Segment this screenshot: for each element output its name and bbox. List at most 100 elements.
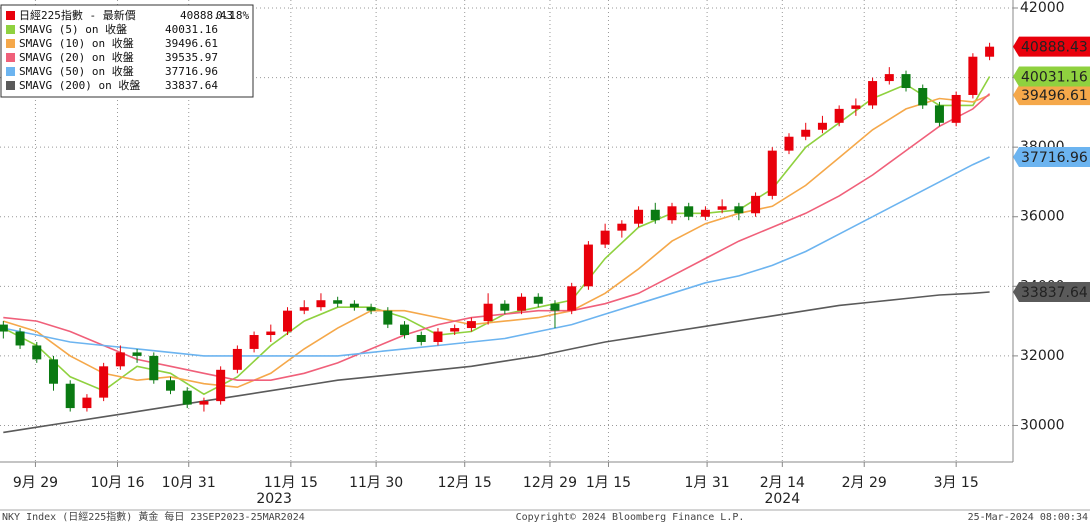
legend-swatch [6,81,15,90]
legend-label: SMAVG (20) on 收盤 [19,50,134,64]
year-label: 2023 [256,491,292,507]
legend-swatch [6,11,15,20]
candle-body [985,46,995,57]
candle-body [132,352,142,356]
x-tick-label: 3月 15 [934,475,979,491]
x-tick-label: 1月 15 [586,475,631,491]
candle-body [767,150,777,196]
candle-body [667,206,677,221]
candle-body [483,303,493,322]
legend-swatch [6,25,15,34]
value-tag [1013,281,1090,302]
candle-body [968,56,978,95]
candle-body [249,335,259,349]
candle-body [283,310,293,332]
candle-body [366,307,376,311]
candle-body [182,390,192,405]
legend-value: 33837.64 [165,79,218,92]
legend-swatch [6,53,15,62]
legend-change: 0.18% [216,9,249,22]
candle-body [0,324,8,332]
candle-body [500,303,510,311]
candle-body [634,209,644,224]
candle-body [65,383,75,409]
candle-body [349,303,359,308]
x-tick-label: 9月 29 [13,475,58,491]
candle-body [199,401,209,405]
candle-body [316,300,326,308]
legend-swatch [6,67,15,76]
legend-label: SMAVG (5) on 收盤 [19,22,127,36]
candle-body [216,369,226,402]
value-tags: 37716.96 33837.64 39496.61 40031.16 40888.43 [1013,36,1090,302]
value-tag [1013,147,1090,168]
candle-body [868,81,878,106]
y-tick-label: 30000 [1020,417,1065,433]
candle-body [734,206,744,214]
candle-body [166,380,176,391]
candle-body [684,206,694,217]
candle-body [99,366,109,398]
candle-body [433,331,443,342]
legend-value: 39535.97 [165,51,218,64]
candle-body [650,209,660,221]
x-tick-label: 12月 15 [438,475,492,491]
candle-body [466,321,476,329]
candle-body [901,74,911,89]
year-label: 2024 [764,491,800,507]
candle-body [801,129,811,137]
legend-value: 40888.43 [180,9,233,22]
candle-body [383,310,393,325]
candle-body [400,324,410,336]
candle-body [82,397,92,409]
value-tag-label: 37716.96 [1021,150,1088,166]
candle-body [784,136,794,151]
value-tag [1013,66,1090,87]
legend-box [0,4,254,98]
x-tick-label: 10月 31 [162,475,216,491]
value-tag [1013,85,1090,106]
legend-title: 日經225指數 - 最新價 [19,8,136,22]
x-tick-label: 1月 31 [685,475,730,491]
legend-value: 39496.61 [165,37,218,50]
x-tick-label: 11月 15 [264,475,318,491]
candle-body [617,223,627,231]
candle-body [583,244,593,287]
candle-body [751,195,761,214]
candle-body [299,307,309,311]
footer-left: NKY Index (日經225指數) 黃金 每日 23SEP2023-25MA… [2,510,305,523]
candle-body [700,209,710,217]
candle-body [884,74,894,82]
candle-body [450,328,460,332]
candles [0,42,995,412]
y-tick-label: 32000 [1020,348,1065,364]
candle-body [567,286,577,311]
value-tag-label: 40888.43 [1021,40,1088,56]
ma-line [3,156,990,357]
legend: 日經225指數 - 最新價 40888.430.18% SMAVG (5) on 收… [0,4,254,98]
candle-body [149,355,159,381]
candle-body [834,108,844,123]
value-tag-label: 40031.16 [1021,69,1088,85]
value-tag-label: 39496.61 [1021,88,1088,104]
candle-body [517,296,527,311]
legend-value: 40031.16 [165,23,218,36]
legend-swatch [6,39,15,48]
candle-body [550,303,560,311]
y-tick-label: 42000 [1020,0,1065,16]
candle-body [115,352,125,367]
value-tag-label: 33837.64 [1021,285,1088,301]
candle-body [266,331,276,336]
candle-body [717,206,727,210]
candle-body [851,105,861,109]
candle-body [934,105,944,123]
candle-body [951,94,961,123]
candle-body [232,348,242,370]
candle-body [48,359,58,384]
legend-label: SMAVG (200) on 收盤 [19,78,140,92]
candle-body [533,296,543,304]
candle-body [918,88,928,106]
x-tick-label: 2月 29 [842,475,887,491]
y-tick-label: 36000 [1020,209,1065,225]
